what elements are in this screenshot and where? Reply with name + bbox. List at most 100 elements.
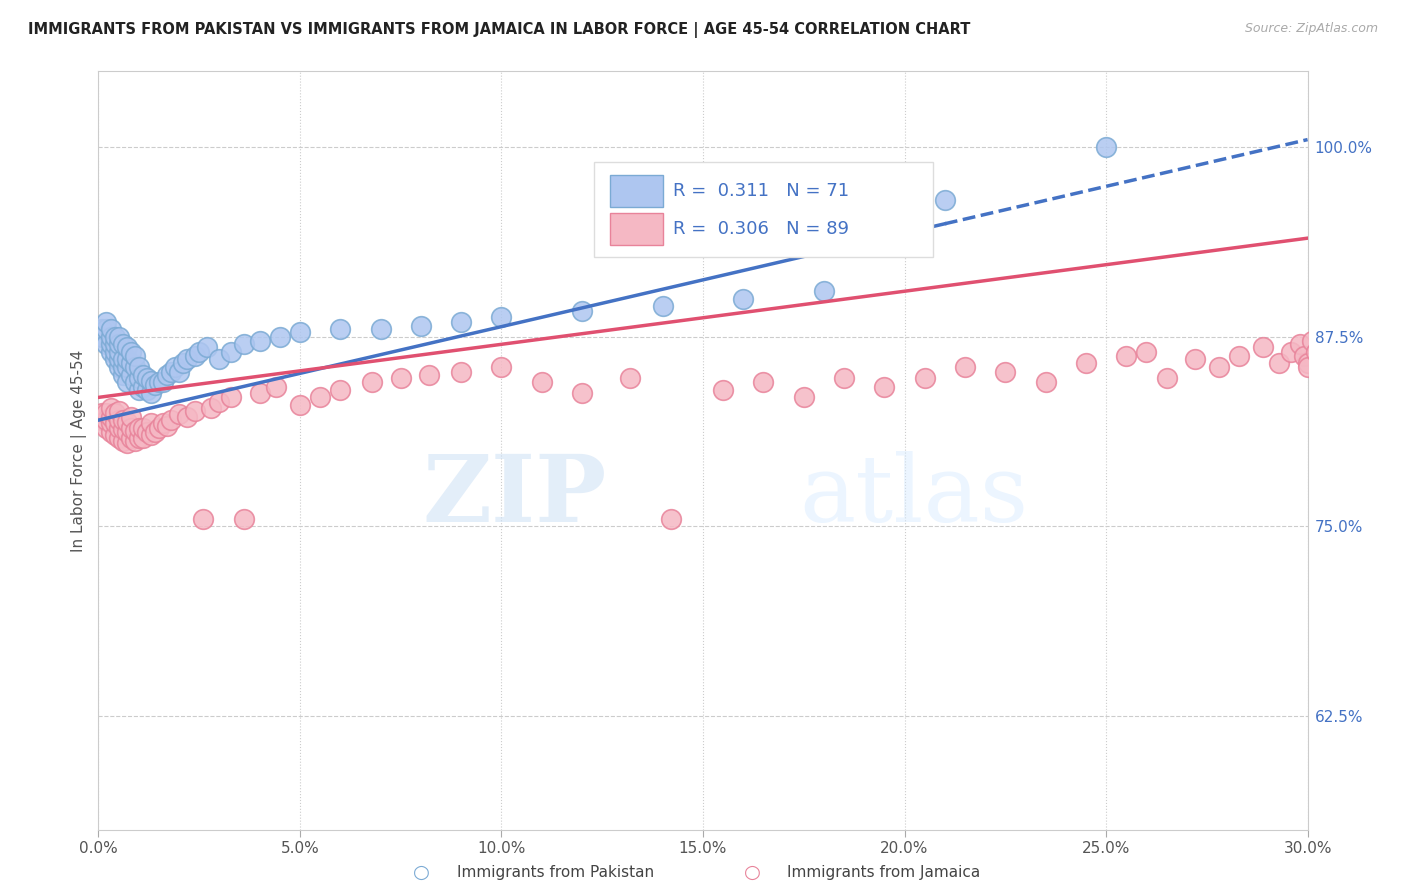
Text: atlas: atlas [800, 451, 1029, 541]
Point [450, 315, 472, 329]
Text: IMMIGRANTS FROM PAKISTAN VS IMMIGRANTS FROM JAMAICA IN LABOR FORCE | AGE 45-54 C: IMMIGRANTS FROM PAKISTAN VS IMMIGRANTS F… [28, 22, 970, 38]
Point [1296, 359, 1319, 375]
Point [184, 404, 207, 418]
Point [148, 421, 170, 435]
Point [135, 370, 157, 384]
Point [221, 344, 243, 359]
Point [172, 355, 194, 369]
Point [115, 359, 138, 375]
Point [309, 391, 332, 405]
Point [1292, 350, 1315, 364]
Text: R =  0.311   N = 71: R = 0.311 N = 71 [672, 182, 849, 200]
Point [111, 422, 134, 436]
Text: ○: ○ [413, 863, 430, 882]
Point [1135, 344, 1157, 359]
Point [156, 368, 179, 382]
Point [96, 315, 118, 329]
Point [752, 376, 775, 390]
Point [893, 216, 915, 230]
Point [120, 410, 142, 425]
Point [1035, 376, 1057, 390]
Point [221, 391, 243, 405]
Point [288, 398, 311, 412]
Point [152, 416, 174, 430]
Point [711, 383, 734, 397]
Point [176, 352, 198, 367]
Point [288, 325, 311, 339]
Point [200, 401, 222, 415]
Point [100, 344, 122, 359]
Point [124, 350, 146, 364]
Point [269, 330, 291, 344]
Text: Immigrants from Pakistan: Immigrants from Pakistan [457, 865, 654, 880]
Point [361, 376, 384, 390]
Point [128, 421, 150, 435]
Point [115, 340, 138, 354]
Point [107, 431, 129, 445]
Point [100, 337, 122, 351]
Point [96, 322, 118, 336]
Point [1288, 337, 1310, 351]
Point [1301, 334, 1323, 349]
Point [91, 413, 114, 427]
Point [193, 512, 215, 526]
Point [115, 376, 138, 390]
Point [103, 352, 125, 367]
Point [1074, 355, 1097, 369]
Point [370, 322, 392, 336]
Point [148, 376, 170, 390]
FancyBboxPatch shape [610, 213, 664, 245]
Point [128, 370, 150, 384]
Point [111, 413, 134, 427]
Point [103, 344, 125, 359]
Point [167, 407, 190, 421]
Point [103, 416, 125, 430]
Point [249, 385, 271, 400]
Point [1251, 340, 1274, 354]
Point [139, 374, 162, 388]
Point [450, 365, 472, 379]
Point [91, 322, 114, 336]
Point [232, 512, 254, 526]
Point [100, 410, 122, 425]
Text: ZIP: ZIP [422, 451, 606, 541]
Point [953, 359, 976, 375]
Point [100, 322, 122, 336]
Point [115, 425, 138, 440]
FancyBboxPatch shape [595, 162, 932, 257]
Point [232, 337, 254, 351]
Point [389, 370, 412, 384]
Point [91, 330, 114, 344]
Point [107, 337, 129, 351]
Point [120, 421, 142, 435]
Point [873, 380, 896, 394]
Point [152, 376, 174, 390]
Point [103, 406, 125, 420]
Point [813, 285, 835, 299]
Point [1281, 344, 1303, 359]
Point [1156, 370, 1178, 384]
Point [994, 365, 1017, 379]
Point [124, 434, 146, 449]
Point [1316, 261, 1339, 276]
Point [659, 512, 682, 526]
Point [124, 359, 146, 375]
Point [115, 435, 138, 450]
Point [111, 337, 134, 351]
Point [329, 383, 352, 397]
Point [91, 406, 114, 420]
Point [96, 337, 118, 351]
Point [107, 344, 129, 359]
Point [107, 359, 129, 375]
Point [491, 359, 513, 375]
Point [176, 410, 198, 425]
Point [1115, 350, 1137, 364]
Point [934, 194, 956, 208]
Text: ○: ○ [744, 863, 761, 882]
Point [111, 368, 134, 382]
Point [409, 319, 432, 334]
Point [264, 380, 287, 394]
Point [115, 352, 138, 367]
Text: Source: ZipAtlas.com: Source: ZipAtlas.com [1244, 22, 1378, 36]
Point [651, 300, 673, 314]
